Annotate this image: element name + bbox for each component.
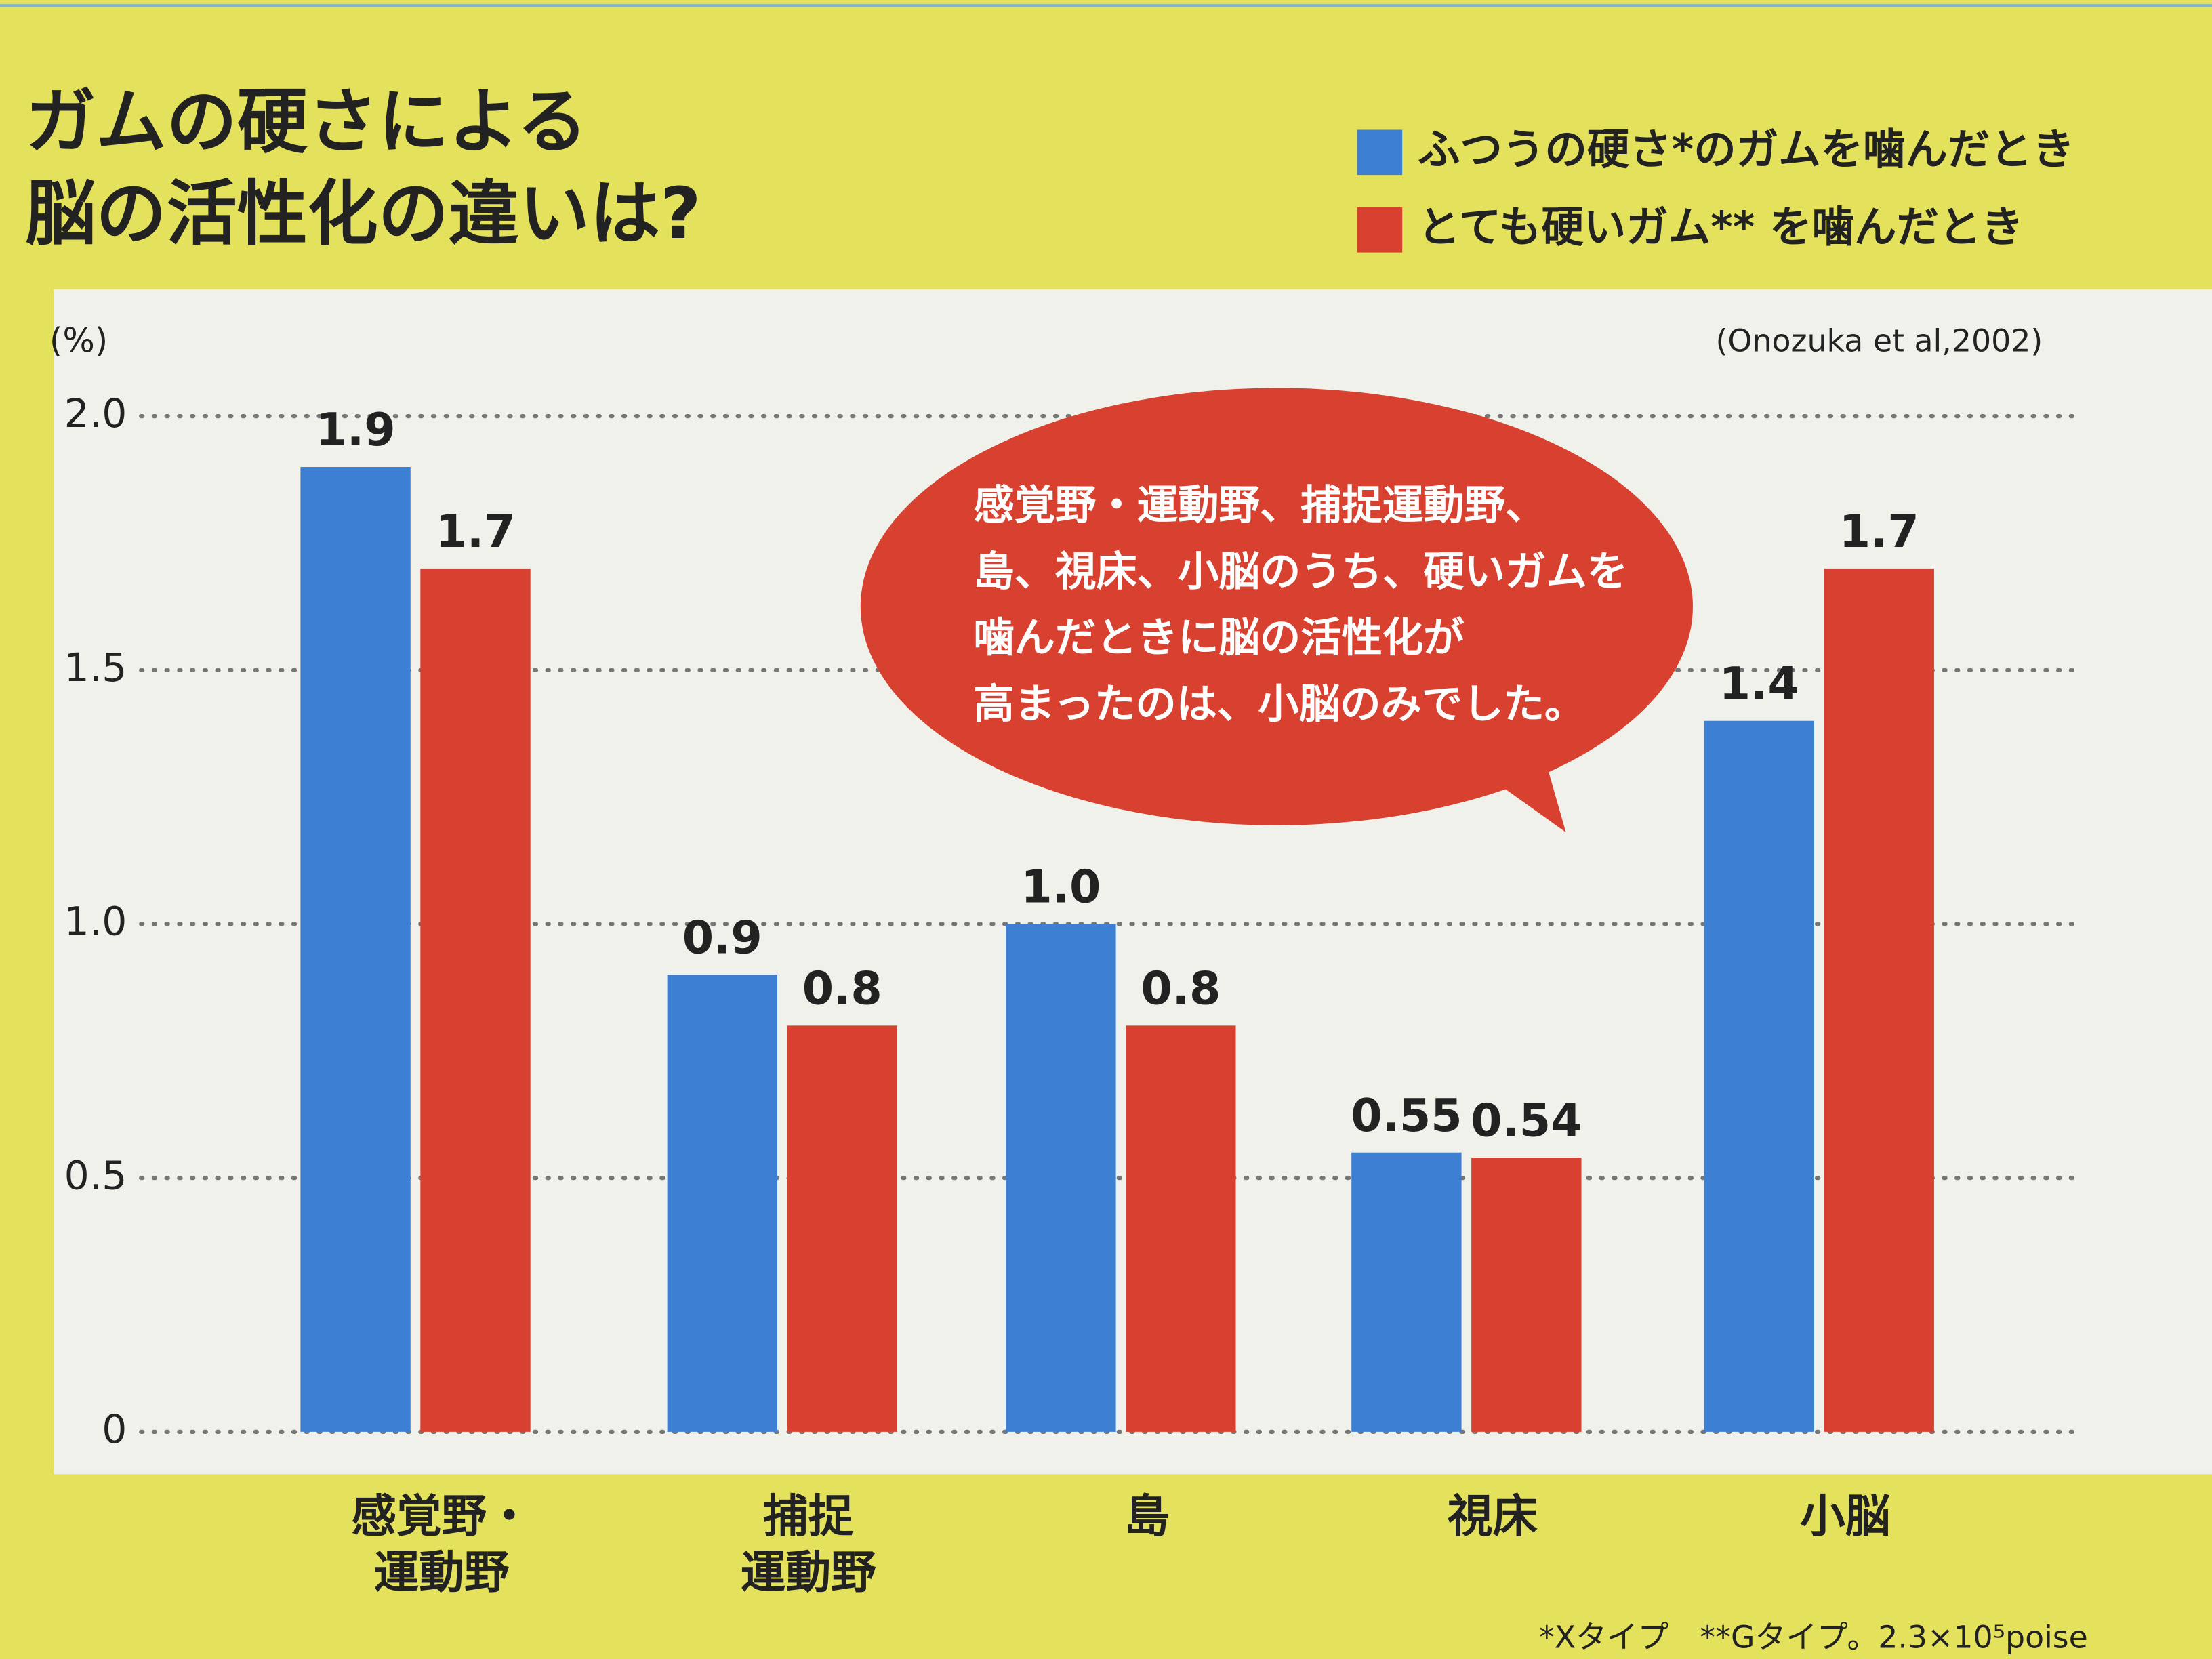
bar <box>1126 1025 1236 1432</box>
y-tick-label: 2.0 <box>64 390 127 436</box>
data-label: 1.9 <box>316 403 396 456</box>
x-tick-label: 島 <box>1124 1490 1170 1542</box>
bar <box>1824 568 1934 1432</box>
callout-text: 島、視床、小脳のうち、硬いガムを <box>973 548 1628 596</box>
source: (Onozuka et al,2002) <box>1716 322 2043 359</box>
x-tick-label: 運動野 <box>741 1546 876 1599</box>
bar <box>667 975 777 1432</box>
callout-bubble <box>860 388 1693 825</box>
legend-swatch <box>1357 207 1403 253</box>
bar <box>1471 1158 1582 1432</box>
y-tick-label: 0 <box>102 1406 127 1452</box>
data-label: 1.7 <box>436 505 516 558</box>
data-label: 0.54 <box>1471 1094 1582 1147</box>
x-tick-label: 視床 <box>1448 1490 1538 1542</box>
chart-title: 脳の活性化の違いは? <box>25 172 701 255</box>
legend-label: とても硬いガム** を噛んだとき <box>1418 202 2024 251</box>
data-label: 0.8 <box>802 962 882 1015</box>
callout-text: 感覚野・運動野、捕捉運動野、 <box>973 482 1546 529</box>
y-tick-label: 1.0 <box>64 899 127 945</box>
bar <box>1006 924 1116 1432</box>
data-label: 0.9 <box>682 912 762 964</box>
bar <box>1704 720 1814 1432</box>
y-tick-label: 1.5 <box>64 644 127 691</box>
footnote: *Xタイプ **Gタイプ。2.3×10⁵poise <box>1539 1618 2088 1655</box>
bar <box>1351 1152 1462 1432</box>
x-tick-label: 小脳 <box>1800 1490 1890 1542</box>
data-label: 1.0 <box>1021 861 1101 914</box>
y-axis-label: (%) <box>49 321 108 360</box>
data-label: 1.7 <box>1839 505 1919 558</box>
bar <box>420 568 531 1432</box>
legend-label: ふつうの硬さ*のガムを噛んだとき <box>1418 125 2074 174</box>
data-label: 0.55 <box>1351 1089 1462 1142</box>
bar <box>300 467 411 1432</box>
chart-title: ガムの硬さによる <box>25 81 588 163</box>
callout-text: 高まったのは、小脳のみでした。 <box>973 680 1585 728</box>
bar <box>787 1025 897 1432</box>
y-tick-label: 0.5 <box>64 1152 127 1198</box>
x-tick-label: 運動野 <box>374 1546 510 1599</box>
x-tick-label: 捕捉 <box>763 1490 854 1542</box>
data-label: 1.4 <box>1719 657 1799 710</box>
legend-swatch <box>1357 129 1403 176</box>
data-label: 0.8 <box>1141 962 1221 1015</box>
callout-text: 噛んだときに脳の活性化が <box>973 615 1465 662</box>
x-tick-label: 感覚野・ <box>351 1490 531 1542</box>
